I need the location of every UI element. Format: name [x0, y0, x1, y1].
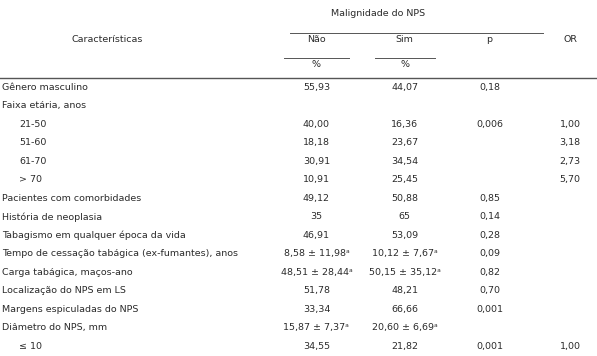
- Text: 51-60: 51-60: [19, 138, 47, 147]
- Text: 65: 65: [399, 212, 411, 221]
- Text: Malignidade do NPS: Malignidade do NPS: [331, 9, 426, 18]
- Text: 1,00: 1,00: [559, 120, 581, 129]
- Text: Tabagismo em qualquer época da vida: Tabagismo em qualquer época da vida: [2, 231, 186, 240]
- Text: 48,51 ± 28,44ᵃ: 48,51 ± 28,44ᵃ: [281, 268, 352, 277]
- Text: 33,34: 33,34: [303, 305, 330, 314]
- Text: Não: Não: [307, 35, 326, 44]
- Text: 0,82: 0,82: [479, 268, 500, 277]
- Text: Localização do NPS em LS: Localização do NPS em LS: [2, 286, 126, 295]
- Text: Gênero masculino: Gênero masculino: [2, 83, 88, 91]
- Text: 34,54: 34,54: [391, 157, 418, 166]
- Text: > 70: > 70: [19, 175, 42, 184]
- Text: 8,58 ± 11,98ᵃ: 8,58 ± 11,98ᵃ: [284, 249, 349, 258]
- Text: %: %: [312, 60, 321, 69]
- Text: 10,12 ± 7,67ᵃ: 10,12 ± 7,67ᵃ: [372, 249, 438, 258]
- Text: 3,18: 3,18: [559, 138, 581, 147]
- Text: %: %: [400, 60, 410, 69]
- Text: 20,60 ± 6,69ᵃ: 20,60 ± 6,69ᵃ: [372, 323, 438, 332]
- Text: 0,09: 0,09: [479, 249, 500, 258]
- Text: 30,91: 30,91: [303, 157, 330, 166]
- Text: 40,00: 40,00: [303, 120, 330, 129]
- Text: 0,001: 0,001: [476, 342, 503, 351]
- Text: 46,91: 46,91: [303, 231, 330, 240]
- Text: História de neoplasia: História de neoplasia: [2, 212, 103, 222]
- Text: 18,18: 18,18: [303, 138, 330, 147]
- Text: 10,91: 10,91: [303, 175, 330, 184]
- Text: 48,21: 48,21: [391, 286, 418, 295]
- Text: 0,85: 0,85: [479, 194, 500, 203]
- Text: 0,28: 0,28: [479, 231, 500, 240]
- Text: 21-50: 21-50: [19, 120, 47, 129]
- Text: Carga tabágica, maços-ano: Carga tabágica, maços-ano: [2, 268, 133, 277]
- Text: 44,07: 44,07: [391, 83, 418, 91]
- Text: Margens espiculadas do NPS: Margens espiculadas do NPS: [2, 305, 139, 314]
- Text: 23,67: 23,67: [391, 138, 418, 147]
- Text: 49,12: 49,12: [303, 194, 330, 203]
- Text: 15,87 ± 7,37ᵃ: 15,87 ± 7,37ᵃ: [284, 323, 349, 332]
- Text: 0,14: 0,14: [479, 212, 500, 221]
- Text: p: p: [487, 35, 493, 44]
- Text: Pacientes com comorbidades: Pacientes com comorbidades: [2, 194, 141, 203]
- Text: Diâmetro do NPS, mm: Diâmetro do NPS, mm: [2, 323, 107, 332]
- Text: 53,09: 53,09: [391, 231, 418, 240]
- Text: 0,18: 0,18: [479, 83, 500, 91]
- Text: 16,36: 16,36: [391, 120, 418, 129]
- Text: 66,66: 66,66: [391, 305, 418, 314]
- Text: 0,70: 0,70: [479, 286, 500, 295]
- Text: 34,55: 34,55: [303, 342, 330, 351]
- Text: OR: OR: [563, 35, 577, 44]
- Text: 61-70: 61-70: [19, 157, 47, 166]
- Text: Características: Características: [71, 35, 143, 44]
- Text: Sim: Sim: [396, 35, 414, 44]
- Text: 55,93: 55,93: [303, 83, 330, 91]
- Text: 50,88: 50,88: [391, 194, 418, 203]
- Text: 51,78: 51,78: [303, 286, 330, 295]
- Text: 5,70: 5,70: [559, 175, 581, 184]
- Text: 1,00: 1,00: [559, 342, 581, 351]
- Text: 0,001: 0,001: [476, 305, 503, 314]
- Text: 35: 35: [310, 212, 322, 221]
- Text: 0,006: 0,006: [476, 120, 503, 129]
- Text: 21,82: 21,82: [391, 342, 418, 351]
- Text: 50,15 ± 35,12ᵃ: 50,15 ± 35,12ᵃ: [369, 268, 441, 277]
- Text: ≤ 10: ≤ 10: [19, 342, 42, 351]
- Text: 25,45: 25,45: [391, 175, 418, 184]
- Text: 2,73: 2,73: [559, 157, 581, 166]
- Text: Faixa etária, anos: Faixa etária, anos: [2, 101, 87, 110]
- Text: Tempo de cessação tabágica (ex-fumantes), anos: Tempo de cessação tabágica (ex-fumantes)…: [2, 249, 238, 258]
